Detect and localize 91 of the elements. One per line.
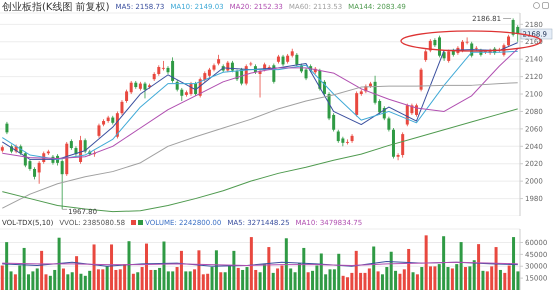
bar xyxy=(66,274,70,290)
bar xyxy=(354,250,358,290)
bar xyxy=(0,266,4,290)
bar xyxy=(206,274,210,290)
bar xyxy=(110,244,114,290)
bar xyxy=(5,242,8,290)
bar xyxy=(412,272,415,290)
candlestick xyxy=(38,160,41,184)
bar xyxy=(132,274,135,290)
candlestick xyxy=(282,54,285,67)
bar xyxy=(337,254,340,290)
bar xyxy=(31,271,34,290)
bar xyxy=(70,272,74,290)
bar xyxy=(464,267,467,290)
chart-title: 创业板指(K线图 前复权) xyxy=(2,0,110,14)
bar xyxy=(219,272,222,290)
candlestick xyxy=(447,49,450,64)
candlestick xyxy=(143,81,146,99)
bar xyxy=(472,260,476,290)
bar xyxy=(477,244,480,290)
bar xyxy=(416,274,419,290)
candlestick xyxy=(420,67,423,92)
bar xyxy=(424,235,428,290)
bar xyxy=(154,270,157,290)
bar xyxy=(136,272,140,290)
candlestick xyxy=(387,116,390,132)
bar xyxy=(433,266,436,290)
bar xyxy=(442,236,446,290)
candlestick xyxy=(217,54,220,66)
candlestick xyxy=(97,123,100,138)
bar xyxy=(22,248,26,290)
bar xyxy=(368,268,371,290)
bar xyxy=(267,247,270,290)
bar xyxy=(284,238,288,290)
bar xyxy=(372,246,376,290)
bar xyxy=(508,266,511,290)
candlestick xyxy=(162,60,165,71)
bar xyxy=(306,272,310,290)
bar xyxy=(420,267,424,290)
line-series xyxy=(2,108,518,212)
candlestick xyxy=(33,166,36,180)
bar xyxy=(118,269,122,290)
bar xyxy=(272,272,275,290)
bar xyxy=(236,268,240,290)
bar xyxy=(245,267,248,290)
bar xyxy=(40,250,44,290)
bar xyxy=(498,270,502,290)
candlestick xyxy=(295,52,298,67)
bar xyxy=(481,270,484,290)
candlestick xyxy=(180,88,184,102)
bar xyxy=(62,268,65,290)
bar xyxy=(232,250,236,290)
bar xyxy=(123,264,126,290)
bar xyxy=(512,237,516,290)
candlestick xyxy=(512,18,515,37)
bar xyxy=(101,269,104,290)
bar xyxy=(14,274,17,290)
candlestick xyxy=(507,34,510,48)
candlestick xyxy=(401,132,404,158)
bar xyxy=(241,270,244,290)
bar xyxy=(390,252,393,290)
bar xyxy=(36,268,39,290)
bar xyxy=(320,253,323,290)
candlestick xyxy=(424,49,428,62)
bar xyxy=(184,271,188,290)
candlestick xyxy=(5,122,8,135)
candlestick xyxy=(120,100,124,116)
bar xyxy=(302,248,306,290)
candlestick xyxy=(84,138,87,154)
bar xyxy=(188,271,192,290)
bar xyxy=(276,268,280,290)
bar xyxy=(250,237,253,290)
candlestick xyxy=(70,138,73,150)
bar xyxy=(180,250,183,290)
bar xyxy=(376,271,380,290)
bar xyxy=(88,270,92,290)
bar xyxy=(106,266,109,290)
bar xyxy=(280,266,284,290)
bar xyxy=(407,248,410,290)
bar xyxy=(92,244,96,290)
bar xyxy=(342,276,345,290)
bar xyxy=(262,263,266,290)
candlestick xyxy=(346,138,349,145)
candlestick xyxy=(286,54,290,64)
bar xyxy=(450,268,454,290)
bar xyxy=(128,241,131,290)
bar xyxy=(171,271,174,290)
candlestick xyxy=(208,67,211,78)
bar xyxy=(214,250,218,290)
bar xyxy=(75,256,78,290)
line-series xyxy=(2,82,518,209)
